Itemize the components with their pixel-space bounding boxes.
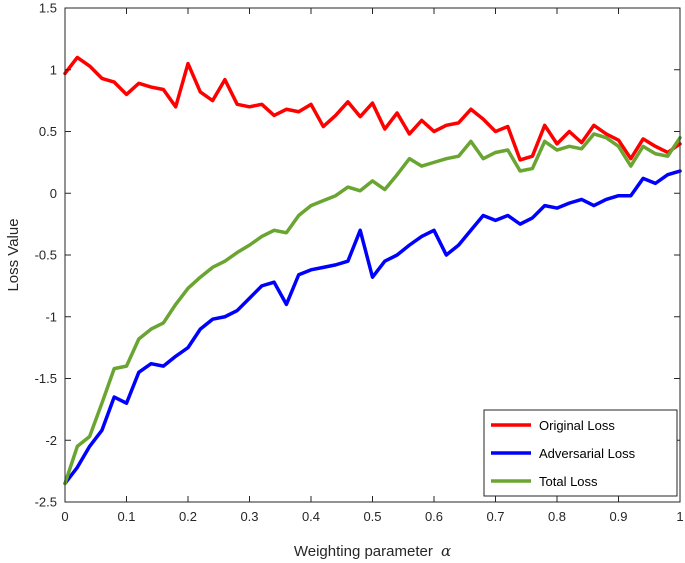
x-tick-label: 0.4 [302,509,320,524]
x-tick-label: 0.6 [425,509,443,524]
legend-label: Total Loss [539,474,598,489]
series-line-total-loss [63,132,682,486]
legend-label: Original Loss [539,418,615,433]
series-line-original-loss [63,55,682,162]
legend-label: Adversarial Loss [539,446,636,461]
y-tick-label: 0.5 [39,124,57,139]
x-tick-label: 1 [676,509,683,524]
x-tick-label: 0.3 [240,509,258,524]
y-tick-label: 1 [50,62,57,77]
x-tick-label: 0.1 [117,509,135,524]
x-tick-label: 0 [61,509,68,524]
series-layer [63,55,682,486]
plot-area: 0 0.1 0.2 0.3 0.4 0.5 0.6 0.7 0.8 0.9 1 -2.5 -2 -1.5… [35,1,684,525]
x-tick-label: 0.9 [609,509,627,524]
y-tick-label: -1 [45,309,57,324]
y-tick-label: -2 [45,433,57,448]
x-axis-title-text: Weighting parameter [294,543,433,560]
y-tick-label: 0 [50,186,57,201]
y-tick-label: -0.5 [35,248,57,263]
x-axis: 0 0.1 0.2 0.3 0.4 0.5 0.6 0.7 0.8 0.9 1 [61,8,684,524]
x-tick-label: 0.8 [548,509,566,524]
x-tick-label: 0.7 [486,509,504,524]
x-axis-title-symbol: α [441,542,451,560]
series-line-adversarial-loss [63,169,682,486]
x-tick-label: 0.2 [179,509,197,524]
x-tick-label: 0.5 [363,509,381,524]
y-axis-title: Loss Value [5,218,22,291]
x-axis-title: Weighting parameter α [294,542,451,560]
y-tick-label: 1.5 [39,1,57,16]
y-tick-label: -2.5 [35,495,57,510]
y-axis: -2.5 -2 -1.5 -1 -0.5 0 0.5 1 1.5 [35,1,680,510]
legend: Original Loss Adversarial Loss Total Loss [483,409,678,497]
y-tick-label: -1.5 [35,371,57,386]
